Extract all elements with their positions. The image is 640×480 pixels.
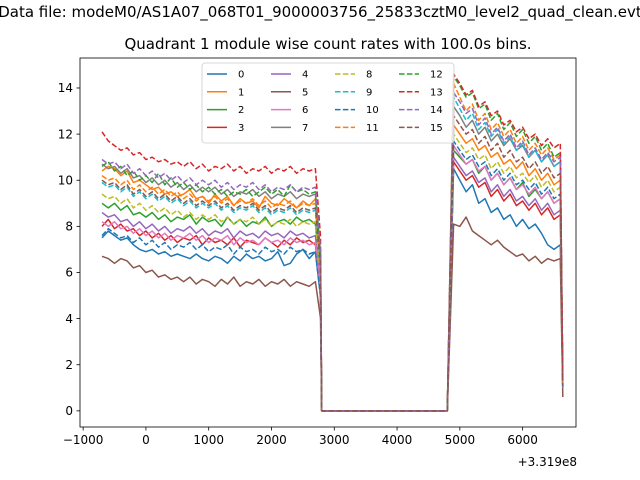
series-line-9 [101, 96, 564, 412]
legend-label-6: 6 [302, 105, 308, 116]
y-tick-label: 10 [58, 173, 73, 187]
legend-label-10: 10 [366, 105, 379, 116]
y-tick-label: 14 [58, 81, 73, 95]
legend-label-0: 0 [238, 70, 244, 81]
series-line-8 [101, 133, 564, 412]
series-line-4 [101, 156, 564, 412]
series-line-11 [101, 82, 564, 412]
x-tick-label: 6000 [507, 433, 538, 447]
legend-label-2: 2 [238, 105, 244, 116]
legend-label-8: 8 [366, 70, 372, 81]
x-tick-label: 1000 [193, 433, 224, 447]
legend-label-1: 1 [238, 87, 244, 98]
series-line-5 [101, 216, 564, 412]
series-line-6 [101, 144, 564, 412]
legend-label-15: 15 [430, 123, 443, 134]
series-line-1 [101, 124, 564, 412]
series-line-10 [101, 140, 564, 412]
x-tick-label: 2000 [256, 433, 287, 447]
legend-label-13: 13 [430, 87, 443, 98]
legend-label-12: 12 [430, 70, 443, 81]
legend-label-3: 3 [238, 123, 244, 134]
y-tick-label: 0 [65, 404, 73, 418]
legend-box [201, 62, 455, 144]
series-lines [101, 73, 564, 412]
y-tick-label: 6 [65, 266, 73, 280]
x-tick-label: −1000 [63, 433, 104, 447]
series-line-0 [101, 167, 564, 412]
x-tick-label: 5000 [445, 433, 476, 447]
y-tick-label: 8 [65, 220, 73, 234]
y-tick-label: 12 [58, 127, 73, 141]
x-axis-offset-label: +3.319e8 [518, 455, 577, 469]
series-line-13 [101, 73, 564, 412]
series-line-7 [101, 105, 564, 412]
series-line-3 [101, 161, 564, 412]
legend-label-7: 7 [302, 123, 308, 134]
series-line-14 [101, 91, 564, 412]
legend-label-5: 5 [302, 87, 308, 98]
legend-label-9: 9 [366, 87, 372, 98]
legend-label-11: 11 [366, 123, 379, 134]
x-tick-label: 3000 [319, 433, 350, 447]
legend-label-14: 14 [430, 105, 443, 116]
axes: −1000 0 1000 2000 3000 4000 5000 60000246810121… [58, 57, 577, 447]
x-tick-label: 0 [142, 433, 150, 447]
y-tick-label: 2 [65, 358, 73, 372]
figure-suptitle: Data file: modeM0/AS1A07_068T01_90000037… [0, 3, 640, 21]
legend-label-4: 4 [302, 70, 308, 81]
series-line-15 [101, 114, 564, 412]
plot-frame [79, 57, 577, 428]
x-tick-label: 4000 [382, 433, 413, 447]
chart-title: Quadrant 1 module wise count rates with … [124, 35, 532, 53]
y-tick-label: 4 [65, 312, 73, 326]
